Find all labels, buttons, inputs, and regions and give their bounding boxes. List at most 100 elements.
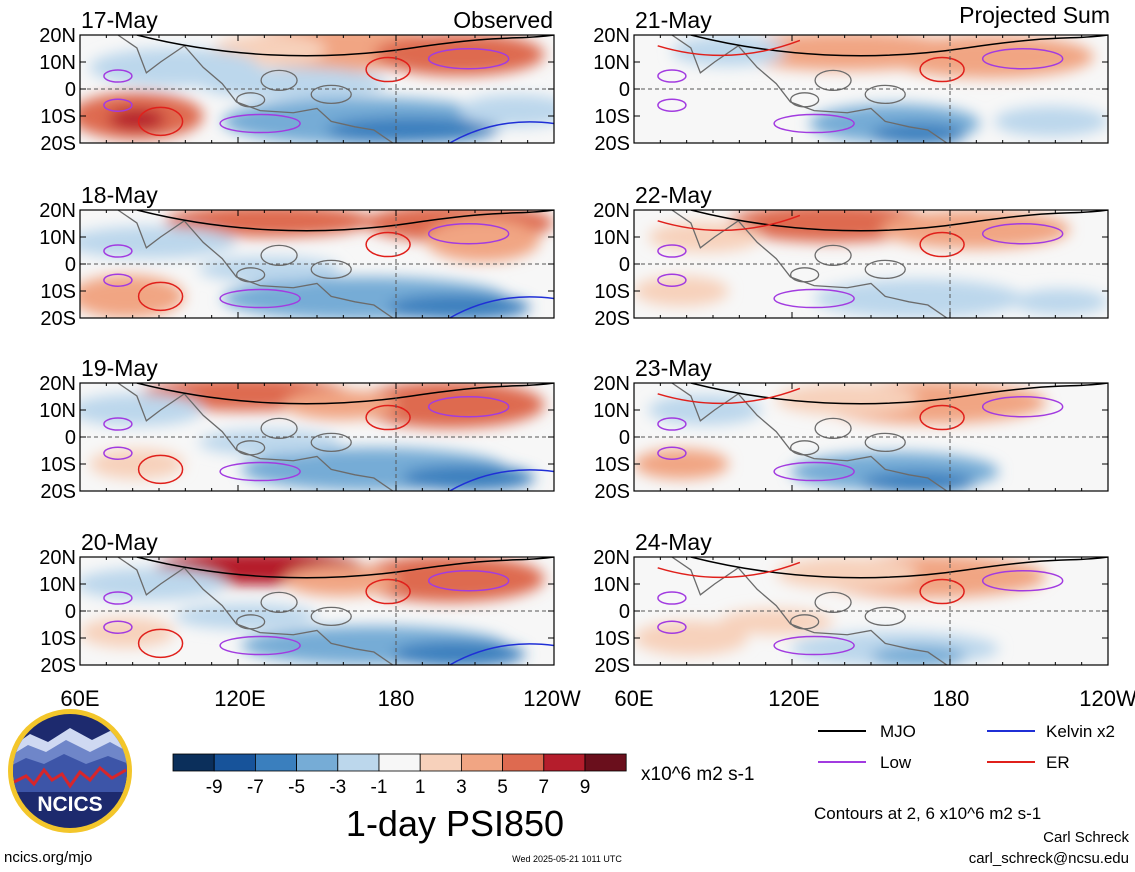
anomaly-shading — [80, 557, 545, 665]
low-contour — [103, 446, 133, 460]
panel-ticks — [633, 556, 1109, 666]
low-contour — [657, 620, 687, 634]
lon-label-180: 180 — [933, 686, 970, 711]
coastline — [671, 210, 948, 318]
island-outline — [260, 591, 298, 614]
colorbar-cell — [584, 753, 627, 772]
low-contour — [773, 288, 855, 309]
contour-note: Contours at 2, 6 x10^6 m2 s-1 — [814, 804, 1041, 823]
mjo-contour — [136, 210, 554, 232]
colorbar-cell — [502, 753, 545, 772]
lon-labels-right: 60E 120E 180 120W — [614, 686, 1135, 711]
lat-label: 20N — [39, 25, 76, 47]
er-contour — [365, 578, 411, 605]
lat-label: 10N — [593, 574, 630, 596]
island-outline — [789, 440, 820, 456]
anomaly-blob — [80, 226, 237, 259]
panel-ticks — [633, 34, 1109, 144]
legend: MJO Kelvin x2 Low ER — [818, 722, 1115, 772]
colorbar-cell — [213, 753, 256, 772]
lat-label: 10S — [40, 106, 76, 128]
author-name: Carl Schreck — [1043, 829, 1129, 846]
lat-label: 10N — [39, 400, 76, 422]
anomaly-blob — [198, 256, 341, 283]
island-outline — [235, 92, 266, 108]
lat-label: 10S — [40, 628, 76, 650]
colorbar: -9 -7 -5 -3 -1 1 3 5 7 9 — [172, 753, 627, 798]
anomaly-blob — [89, 448, 185, 480]
low-contour — [657, 273, 687, 287]
island-outline — [814, 69, 852, 92]
low-contour — [657, 98, 687, 112]
anomaly-blob — [426, 218, 540, 262]
panel-21-may: 20N 10N 0 10S 20S 21-May — [593, 7, 1109, 155]
island-outline — [864, 259, 906, 280]
panel-date: 17-May — [81, 7, 158, 33]
legend-label-kelvin: Kelvin x2 — [1046, 722, 1115, 741]
coastline — [671, 383, 948, 491]
lon-label-60e: 60E — [614, 686, 653, 711]
island-outline — [789, 92, 820, 108]
low-contour — [103, 69, 133, 83]
anomaly-blob — [373, 35, 545, 77]
low-contour — [773, 113, 855, 134]
er-contour — [657, 561, 801, 579]
lat-label: 0 — [619, 254, 630, 276]
anomaly-blob — [634, 275, 729, 307]
panel-date: 20-May — [81, 529, 158, 555]
panel-date: 19-May — [81, 355, 158, 381]
lon-label-120e: 120E — [214, 686, 265, 711]
low-contour — [427, 570, 510, 592]
panel-field — [80, 210, 554, 318]
panel-field — [634, 210, 1108, 318]
anomaly-blob — [283, 565, 398, 596]
colorbar-cell — [296, 753, 339, 772]
legend-item-mjo: MJO — [818, 722, 916, 741]
panel-ticks — [633, 209, 1109, 319]
low-contour — [657, 417, 687, 431]
lon-label-120w: 120W — [523, 686, 581, 711]
legend-item-low: Low — [818, 753, 912, 772]
low-contour — [103, 98, 133, 112]
island-outline — [789, 614, 820, 630]
anomaly-blob — [994, 106, 1108, 137]
colorbar-label: -3 — [329, 777, 346, 798]
mjo-contour — [136, 35, 554, 57]
lat-label: 20S — [40, 655, 76, 677]
colorbar-label: -7 — [247, 777, 264, 798]
colorbar-label: 1 — [415, 777, 426, 798]
anomaly-blob — [198, 67, 389, 100]
lat-label: 0 — [65, 601, 76, 623]
kelvin-contour — [449, 469, 554, 491]
island-outline — [260, 69, 298, 92]
lat-label: 0 — [65, 254, 76, 276]
panel-18-may: 20N 10N 0 10S 20S 18-May — [39, 182, 555, 330]
island-outline — [789, 267, 820, 283]
lat-label: 10S — [40, 281, 76, 303]
panel-date: 22-May — [635, 182, 712, 208]
panel-date: 18-May — [81, 182, 158, 208]
coastline-line — [671, 383, 948, 491]
projected-header: Projected Sum — [959, 2, 1110, 28]
lat-label: 20N — [593, 200, 630, 222]
island-outline — [235, 440, 266, 456]
legend-item-er: ER — [987, 753, 1070, 772]
panel-23-may: 20N 10N 0 10S 20S 23-May — [593, 355, 1109, 503]
author-email: carl_schreck@ncsu.edu — [969, 850, 1129, 867]
lat-label: 20N — [39, 373, 76, 395]
colorbar-label: -1 — [371, 777, 388, 798]
island-outline — [814, 244, 852, 267]
anomaly-blob — [776, 557, 919, 590]
coastline-line — [671, 557, 948, 665]
island-outline — [864, 84, 906, 105]
low-contour — [103, 591, 133, 605]
low-contour — [427, 223, 510, 245]
island-outline — [864, 432, 906, 453]
coastline-line — [671, 35, 948, 143]
lat-label: 0 — [65, 79, 76, 101]
panel-ticks — [79, 556, 555, 666]
coastline-line — [117, 35, 394, 143]
low-contour — [657, 591, 687, 605]
panel-17-may: 20N 10N 0 10S 20S 17-May — [39, 7, 555, 155]
